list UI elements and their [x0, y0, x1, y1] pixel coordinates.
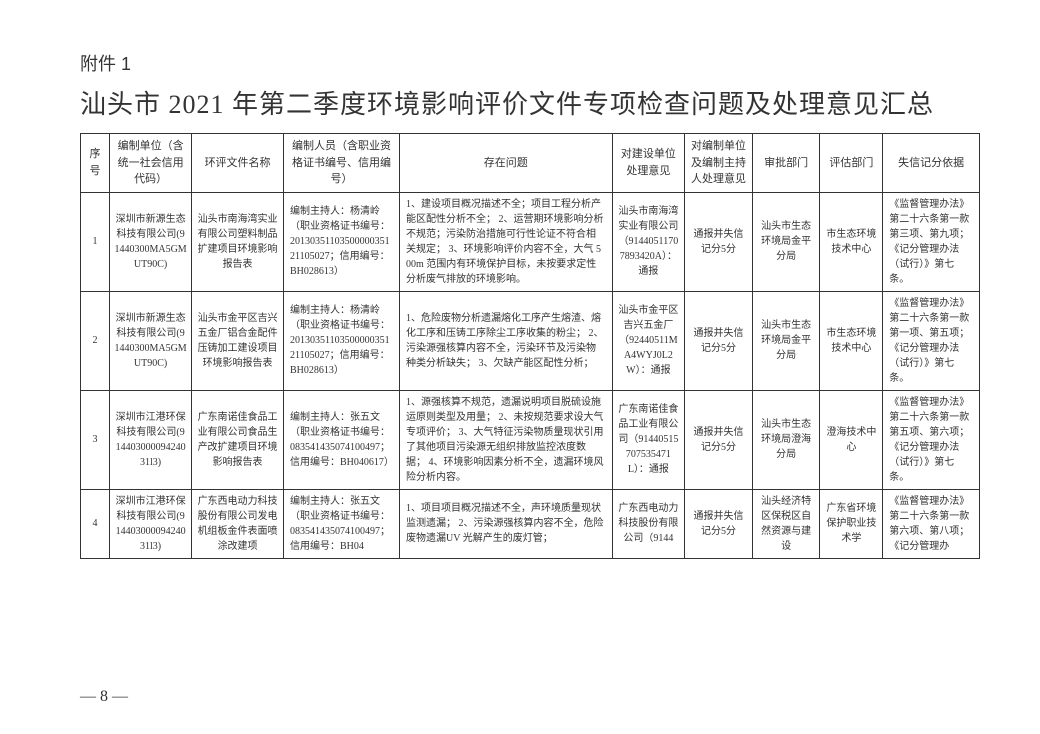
cell-basis: 《监督管理办法》第二十六条第一款第一项、第五项；《记分管理办法（试行）》第七条。 [883, 291, 980, 390]
col-idx: 序号 [81, 134, 110, 193]
inspection-table: 序号 编制单位（含统一社会信用代码） 环评文件名称 编制人员（含职业资格证书编号… [80, 133, 980, 559]
cell-issue: 1、源强核算不规范，遗漏说明项目脱硫设施运原则类型及用量； 2、未按规范要求设大… [399, 390, 612, 489]
cell-issue: 1、建设项目概况描述不全；项目工程分析产能区配性分析不全； 2、运营期环境影响分… [399, 192, 612, 291]
cell-const: 汕头市南海湾实业有限公司（91440511707893420A）：通报 [612, 192, 685, 291]
table-row: 4深圳市江港环保科技有限公司(91440300009424031l3)广东西电动… [81, 489, 980, 558]
cell-comp: 通报并失信记分5分 [685, 192, 753, 291]
cell-dept: 汕头经济特区保税区自然资源与建设 [752, 489, 820, 558]
col-const: 对建设单位处理意见 [612, 134, 685, 193]
cell-doc: 广东西电动力科技股份有限公司发电机组板金件表面喷涂改建项 [192, 489, 284, 558]
cell-dept: 汕头市生态环境局金平分局 [752, 192, 820, 291]
cell-doc: 汕头市金平区吉兴五金厂铝合金配件压铸加工建设项目环境影响报告表 [192, 291, 284, 390]
cell-basis: 《监督管理办法》第二十六条第一款第三项、第九项；《记分管理办法（试行）》第七条。 [883, 192, 980, 291]
cell-eval: 广东省环境保护职业技术学 [820, 489, 883, 558]
cell-basis: 《监督管理办法》第二十六条第一款第六项、第八项；《记分管理办 [883, 489, 980, 558]
cell-doc: 汕头市南海湾实业有限公司塑料制品扩建项目环境影响报告表 [192, 192, 284, 291]
appendix-label: 附件 1 [80, 50, 980, 76]
table-row: 1深圳市新源生态科技有限公司(91440300MA5GMUT90C)汕头市南海湾… [81, 192, 980, 291]
cell-staff: 编制主持人：杨清岭（职业资格证书编号：201303511035000003512… [283, 192, 399, 291]
cell-unit: 深圳市江港环保科技有限公司(91440300009424031l3) [110, 489, 192, 558]
col-comp: 对编制单位及编制主持人处理意见 [685, 134, 753, 193]
cell-eval: 澄海技术中心 [820, 390, 883, 489]
cell-comp: 通报并失信记分5分 [685, 291, 753, 390]
cell-staff: 编制主持人：张五文（职业资格证书编号：083541435074100497；信用… [283, 489, 399, 558]
table-row: 2深圳市新源生态科技有限公司(91440300MA5GMUT90C)汕头市金平区… [81, 291, 980, 390]
cell-doc: 广东南诺佳食品工业有限公司食品生产改扩建项目环境影响报告表 [192, 390, 284, 489]
table-row: 3深圳市江港环保科技有限公司(91440300009424031l3)广东南诺佳… [81, 390, 980, 489]
cell-staff: 编制主持人：张五文（职业资格证书编号：083541435074100497；信用… [283, 390, 399, 489]
table-header-row: 序号 编制单位（含统一社会信用代码） 环评文件名称 编制人员（含职业资格证书编号… [81, 134, 980, 193]
cell-idx: 2 [81, 291, 110, 390]
col-doc: 环评文件名称 [192, 134, 284, 193]
cell-comp: 通报并失信记分5分 [685, 390, 753, 489]
col-basis: 失信记分依据 [883, 134, 980, 193]
col-staff: 编制人员（含职业资格证书编号、信用编号） [283, 134, 399, 193]
cell-const: 汕头市金平区吉兴五金厂（92440511MA4WYJ0L2W）：通报 [612, 291, 685, 390]
cell-dept: 汕头市生态环境局金平分局 [752, 291, 820, 390]
cell-issue: 1、项目项目概况描述不全，声环境质量现状监测遗漏； 2、污染源强核算内容不全，危… [399, 489, 612, 558]
col-issue: 存在问题 [399, 134, 612, 193]
col-unit: 编制单位（含统一社会信用代码） [110, 134, 192, 193]
cell-idx: 3 [81, 390, 110, 489]
cell-unit: 深圳市江港环保科技有限公司(91440300009424031l3) [110, 390, 192, 489]
cell-unit: 深圳市新源生态科技有限公司(91440300MA5GMUT90C) [110, 192, 192, 291]
cell-const: 广东西电动力科技股份有限公司（9144 [612, 489, 685, 558]
cell-unit: 深圳市新源生态科技有限公司(91440300MA5GMUT90C) [110, 291, 192, 390]
cell-comp: 通报并失信记分5分 [685, 489, 753, 558]
cell-const: 广东南诺佳食品工业有限公司（91440515707535471L）：通报 [612, 390, 685, 489]
cell-idx: 1 [81, 192, 110, 291]
cell-idx: 4 [81, 489, 110, 558]
cell-eval: 市生态环境技术中心 [820, 192, 883, 291]
cell-staff: 编制主持人：杨清岭（职业资格证书编号：201303511035000003512… [283, 291, 399, 390]
page-title: 汕头市 2021 年第二季度环境影响评价文件专项检查问题及处理意见汇总 [80, 84, 980, 121]
page-number: — 8 — [80, 688, 128, 706]
cell-basis: 《监督管理办法》第二十六条第一款第五项、第六项；《记分管理办法（试行）》第七条。 [883, 390, 980, 489]
cell-dept: 汕头市生态环境局澄海分局 [752, 390, 820, 489]
cell-issue: 1、危险废物分析遗漏熔化工序产生熔渣、熔化工序和压铸工序除尘工序收集的粉尘； 2… [399, 291, 612, 390]
col-dept: 审批部门 [752, 134, 820, 193]
col-eval: 评估部门 [820, 134, 883, 193]
cell-eval: 市生态环境技术中心 [820, 291, 883, 390]
